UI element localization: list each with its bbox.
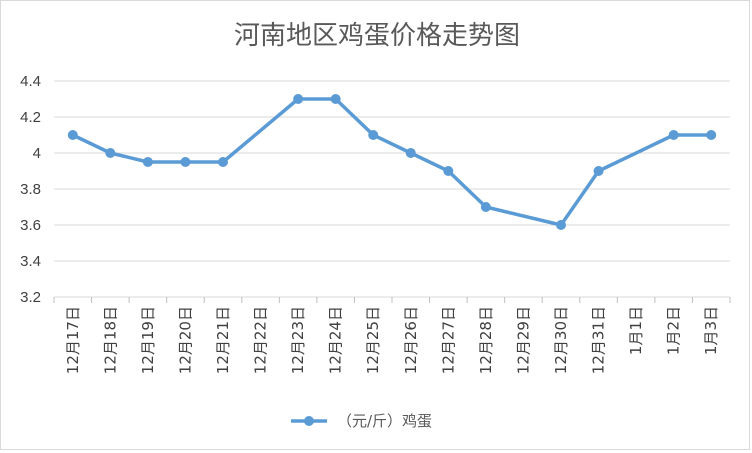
x-tick-label: 12月22日: [252, 306, 270, 374]
data-point: [668, 130, 679, 140]
x-tick-label: 12月30日: [552, 306, 570, 374]
legend-label: （元/斤）鸡蛋: [337, 412, 432, 430]
x-tick-label: 12月23日: [289, 306, 307, 374]
y-tick-label: 4.2: [20, 109, 41, 126]
x-tick-label: 12月17日: [64, 306, 82, 374]
x-tick-label: 12月20日: [176, 306, 194, 374]
x-tick-label: 12月26日: [402, 306, 420, 374]
y-tick-label: 3.8: [20, 181, 41, 198]
plot-area: [67, 94, 717, 230]
data-point: [368, 130, 379, 140]
x-tick-label: 1月2日: [665, 306, 683, 355]
x-tick-label: 1月1日: [627, 306, 645, 355]
x-tick-label: 12月25日: [364, 306, 382, 374]
data-point: [330, 94, 341, 104]
x-tick-label: 12月18日: [101, 306, 119, 374]
data-point: [180, 157, 191, 167]
y-tick-label: 4.4: [20, 73, 41, 90]
x-tick-label: 12月29日: [514, 306, 532, 374]
data-point: [405, 148, 416, 158]
data-point: [218, 157, 228, 167]
y-tick-label: 3.6: [20, 217, 41, 234]
y-tick-label: 3.4: [20, 253, 41, 270]
data-point: [443, 166, 454, 176]
y-tick-label: 3.2: [20, 289, 41, 306]
x-axis: 12月17日 12月18日 12月19日 12月20日 12月21日 12月22日 12月2…: [53, 297, 731, 374]
data-point: [593, 166, 604, 176]
x-tick-label: 1月3日: [702, 306, 720, 355]
y-axis: 3.2 3.4 3.6 3.8 4 4.2 4.4: [20, 73, 41, 306]
data-point: [293, 94, 304, 104]
data-point: [67, 130, 78, 140]
data-point: [480, 202, 491, 212]
y-tick-label: 4: [33, 145, 41, 162]
chart-title: 河南地区鸡蛋价格走势图: [234, 21, 520, 51]
x-tick-label: 12月21日: [214, 306, 232, 374]
x-tick-label: 12月31日: [590, 306, 608, 374]
series-line: [71, 97, 713, 227]
data-point: [706, 130, 717, 140]
grid-lines: [54, 80, 730, 298]
legend-dot-marker: [304, 416, 314, 426]
x-tick-label: 12月28日: [477, 306, 495, 374]
data-point: [105, 148, 116, 158]
legend: （元/斤）鸡蛋: [291, 412, 432, 430]
x-tick-label: 12月19日: [139, 306, 157, 374]
x-tick-label: 12月24日: [327, 306, 345, 374]
data-point: [142, 157, 153, 167]
data-point: [556, 220, 566, 230]
x-tick-label: 12月27日: [439, 306, 457, 374]
